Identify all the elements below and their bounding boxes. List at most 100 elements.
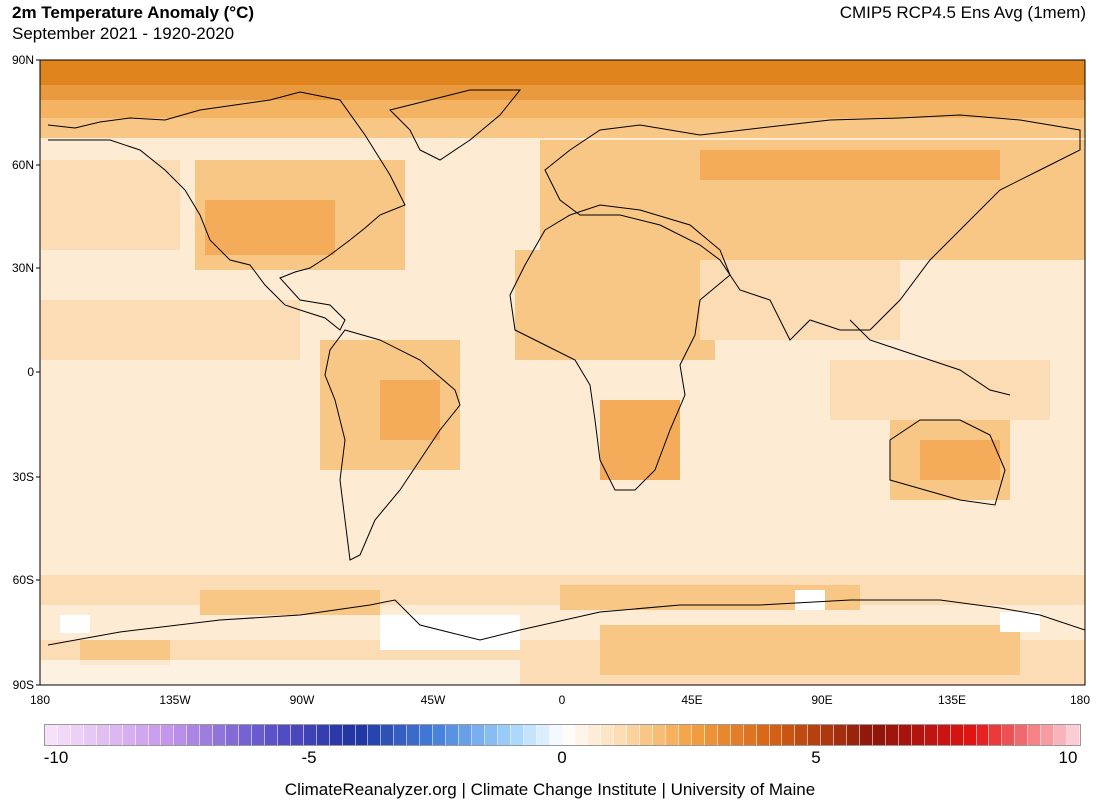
colorbar-swatch <box>963 725 977 745</box>
colorbar-swatch <box>976 725 990 745</box>
colorbar-swatch <box>640 725 654 745</box>
colorbar-swatch <box>989 725 1003 745</box>
footer-credit: ClimateReanalyzer.org | Climate Change I… <box>284 780 816 799</box>
colorbar-swatch <box>523 725 537 745</box>
colorbar-swatch <box>342 725 356 745</box>
colorbar-swatch <box>743 725 757 745</box>
colorbar-swatch <box>471 725 485 745</box>
colorbar-tick: 10 <box>1058 748 1078 767</box>
colorbar-swatch <box>873 725 886 745</box>
colorbar-swatch <box>510 725 524 745</box>
lon-label: 45E <box>681 693 703 707</box>
colorbar-swatch <box>575 725 589 745</box>
colorbar-swatch <box>1054 725 1068 745</box>
colorbar-swatch <box>678 725 692 745</box>
colorbar-swatch <box>277 725 291 745</box>
colorbar-swatch <box>795 725 809 745</box>
colorbar-swatch <box>898 725 912 745</box>
colorbar-swatch <box>782 725 796 745</box>
colorbar-swatch <box>756 725 770 745</box>
colorbar-swatch <box>601 725 615 745</box>
colorbar-swatch <box>407 725 421 745</box>
lon-label: 180 <box>29 693 51 707</box>
colorbar-tick: -10 <box>43 748 69 767</box>
colorbar <box>44 724 1081 746</box>
colorbar-swatch <box>769 725 783 745</box>
lon-label: 0 <box>558 693 566 707</box>
africa-warm <box>515 250 715 360</box>
colorbar-swatch <box>433 725 447 745</box>
lat-label: 0 <box>27 365 34 379</box>
colorbar-swatch <box>653 725 666 745</box>
colorbar-swatch <box>122 725 136 745</box>
colorbar-swatch <box>420 725 434 745</box>
lon-label: 135E <box>937 693 967 707</box>
colorbar-swatch <box>148 725 162 745</box>
colorbar-tick: 5 <box>811 748 821 767</box>
colorbar-swatch <box>717 725 731 745</box>
lat-label: 90S <box>12 678 34 692</box>
colorbar-swatch <box>290 725 304 745</box>
chart-title: 2m Temperature Anomaly (°C) <box>12 3 255 22</box>
colorbar-swatch <box>303 725 317 745</box>
colorbar-swatch <box>96 725 110 745</box>
colorbar-swatch <box>70 725 84 745</box>
lon-label: 45W <box>420 693 446 707</box>
colorbar-swatch <box>911 725 925 745</box>
colorbar-swatch <box>368 725 382 745</box>
colorbar-swatch <box>704 725 718 745</box>
lon-label: 90E <box>811 693 833 707</box>
colorbar-swatch <box>834 725 848 745</box>
colorbar-swatch <box>588 725 602 745</box>
colorbar-swatch <box>627 725 641 745</box>
model-label: CMIP5 RCP4.5 Ens Avg (1mem) <box>839 3 1086 22</box>
colorbar-swatch <box>57 725 71 745</box>
colorbar-swatch <box>808 725 822 745</box>
colorbar-swatch <box>924 725 938 745</box>
colorbar-swatch <box>497 725 511 745</box>
coastlines <box>47 89 1085 646</box>
colorbar-swatch <box>1041 725 1055 745</box>
lon-label: 135W <box>159 693 191 707</box>
colorbar-swatch <box>135 725 149 745</box>
colorbar-swatch <box>446 725 459 745</box>
colorbar-swatch <box>83 725 97 745</box>
colorbar-swatch <box>536 725 550 745</box>
colorbar-swatch <box>264 725 278 745</box>
colorbar-swatch <box>45 725 58 745</box>
colorbar-swatch <box>1015 725 1029 745</box>
lat-label: 90N <box>11 53 34 67</box>
colorbar-swatch <box>691 725 705 745</box>
colorbar-swatch <box>860 725 873 745</box>
colorbar-swatch <box>355 725 369 745</box>
colorbar-swatch <box>252 725 265 745</box>
colorbar-swatch <box>239 725 252 745</box>
colorbar-swatch <box>381 725 395 745</box>
colorbar-swatch <box>1028 725 1042 745</box>
lon-label: 180 <box>1069 693 1091 707</box>
colorbar-swatch <box>109 725 123 745</box>
colorbar-swatch <box>549 725 563 745</box>
colorbar-swatch <box>937 725 951 745</box>
colorbar-swatch <box>950 725 964 745</box>
lon-label: 90W <box>289 693 315 707</box>
colorbar-swatch <box>226 725 240 745</box>
lat-label: 30N <box>11 261 34 275</box>
lat-label: 60N <box>11 158 34 172</box>
colorbar-swatch <box>666 725 679 745</box>
colorbar-swatch <box>730 725 744 745</box>
lat-label: 30S <box>12 470 34 484</box>
axis-ticks <box>36 59 40 686</box>
chart-subtitle: September 2021 - 1920-2020 <box>12 24 235 43</box>
colorbar-swatch <box>459 725 472 745</box>
colorbar-swatch <box>394 725 408 745</box>
colorbar-swatch <box>847 725 861 745</box>
colorbar-swatch <box>821 725 835 745</box>
colorbar-swatch <box>200 725 214 745</box>
colorbar-swatch <box>885 725 899 745</box>
colorbar-swatch <box>161 725 175 745</box>
colorbar-swatch <box>614 725 628 745</box>
colorbar-swatch <box>213 725 227 745</box>
colorbar-tick: 0 <box>557 748 567 767</box>
colorbar-swatch <box>187 725 201 745</box>
